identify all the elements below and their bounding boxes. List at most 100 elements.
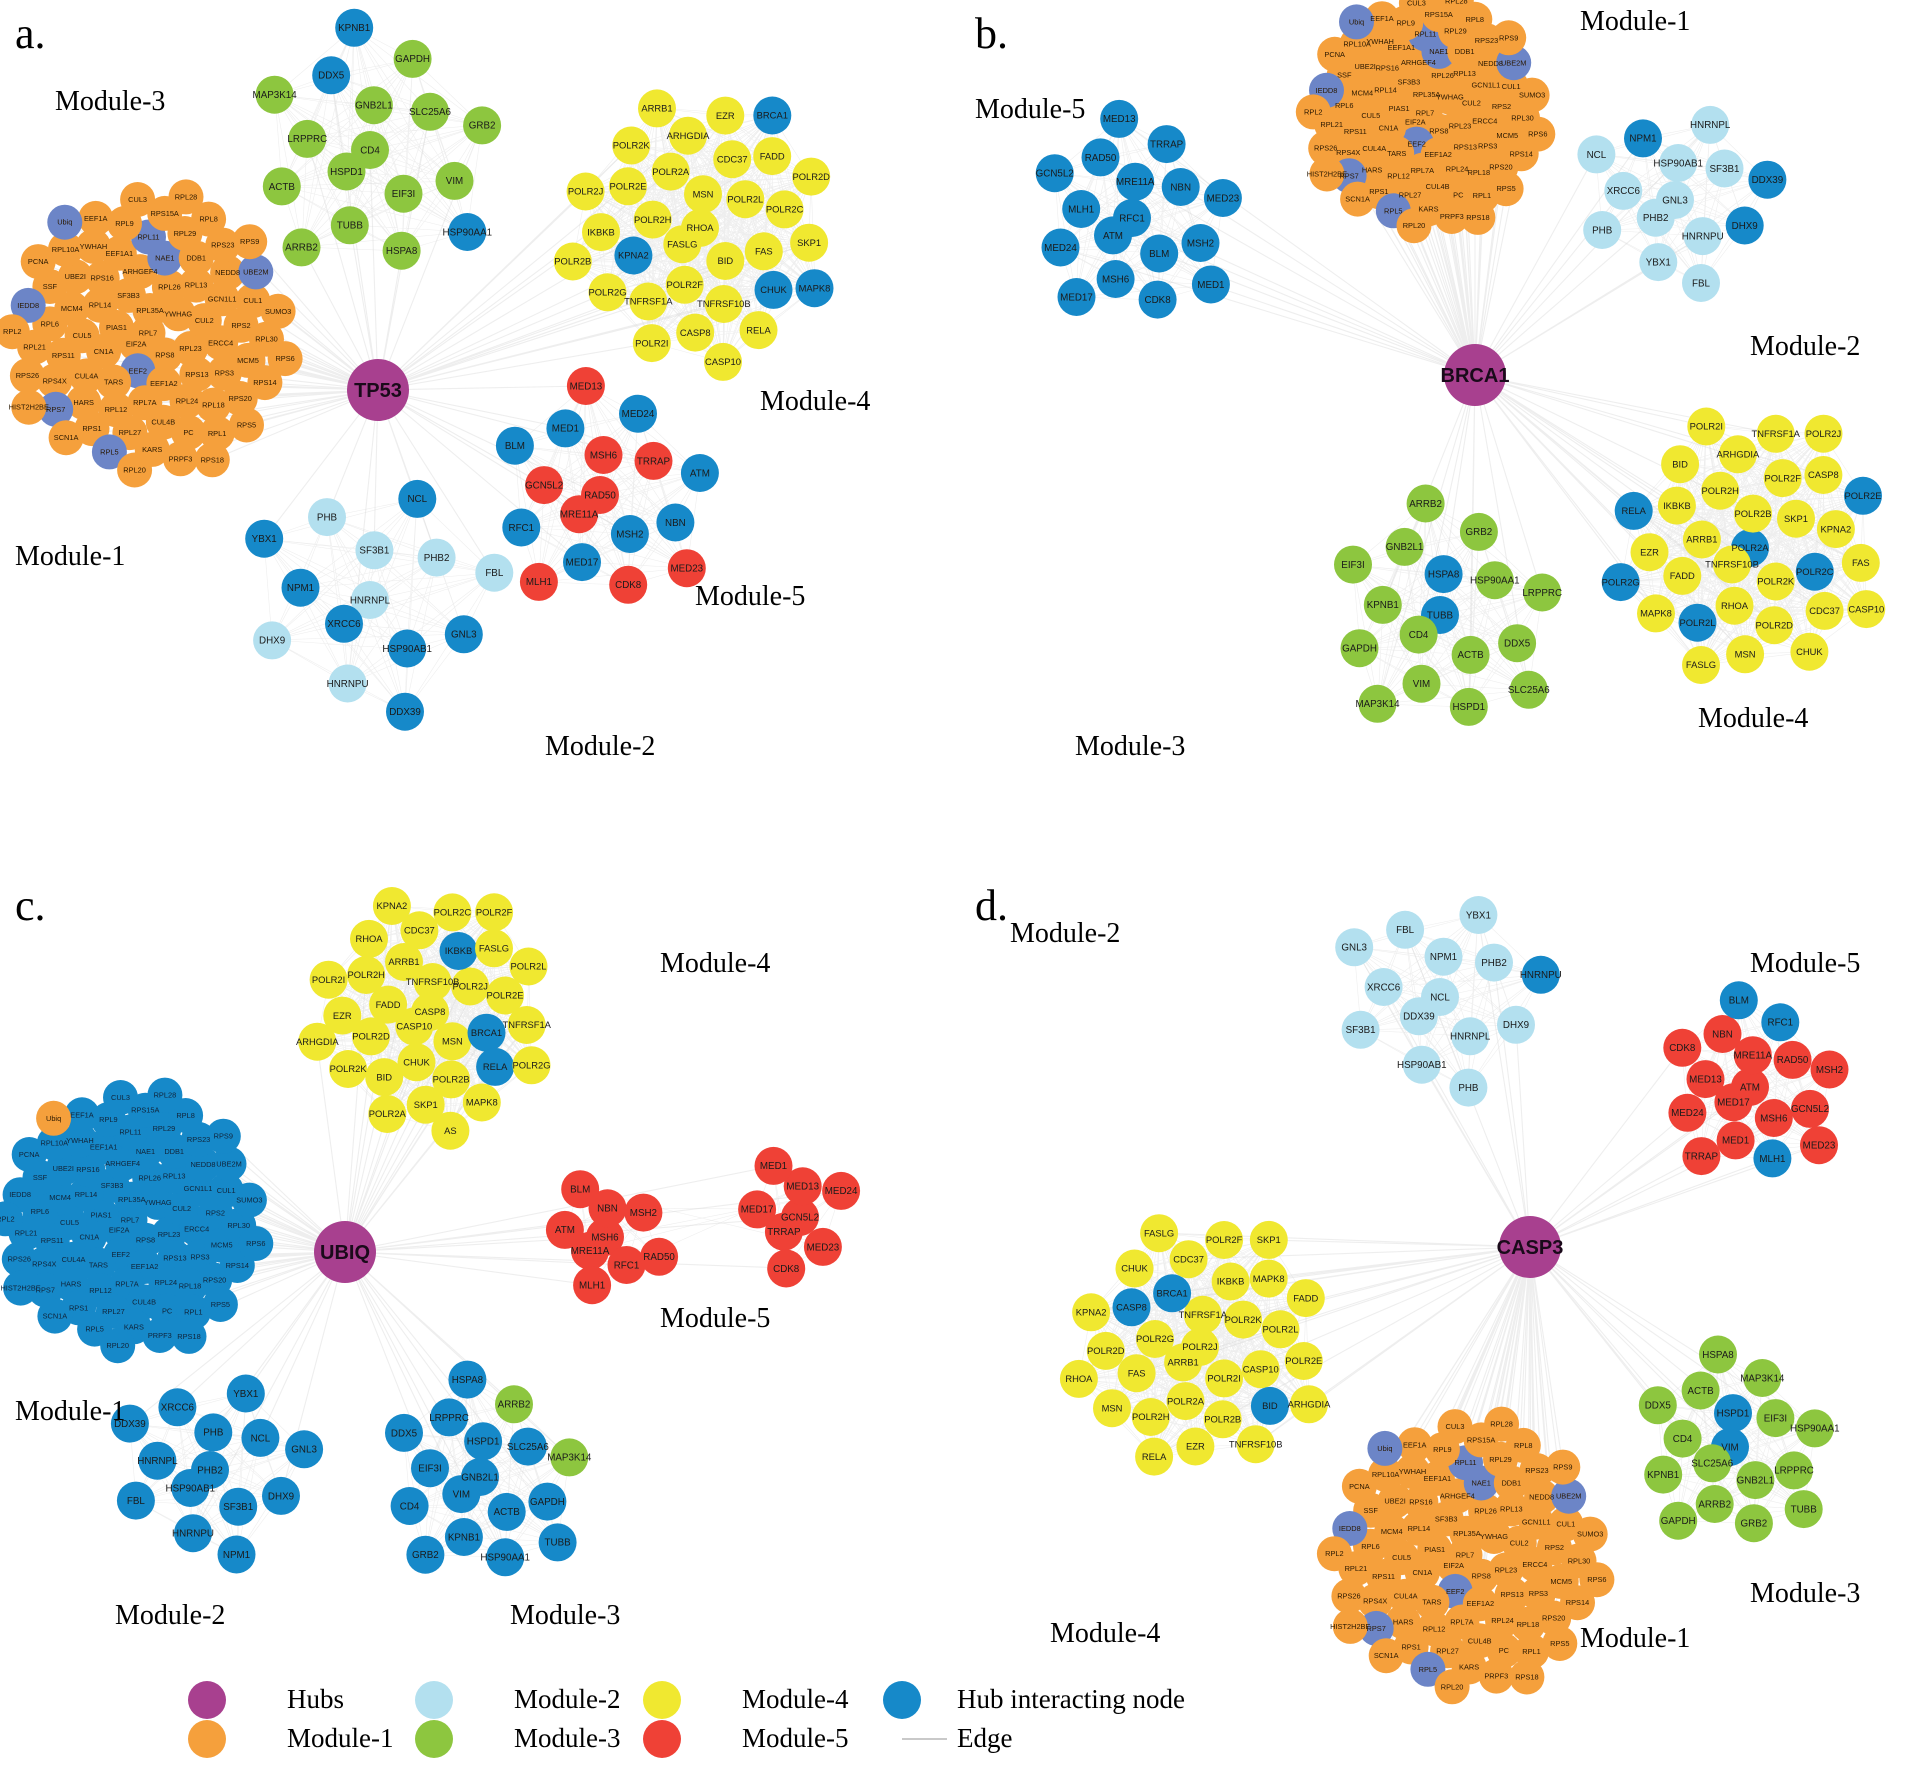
- svg-text:SF3B3: SF3B3: [101, 1181, 124, 1190]
- svg-text:TUBB: TUBB: [337, 221, 364, 232]
- svg-text:Module-3: Module-3: [1075, 731, 1185, 762]
- svg-text:Module-5: Module-5: [695, 581, 805, 612]
- svg-text:ARHGEF4: ARHGEF4: [1440, 1491, 1475, 1500]
- svg-text:RPL18: RPL18: [1517, 1620, 1540, 1629]
- svg-text:Module-2: Module-2: [514, 1684, 620, 1714]
- svg-text:KARS: KARS: [124, 1322, 144, 1331]
- svg-text:TNFRSF1A: TNFRSF1A: [502, 1019, 551, 1030]
- svg-text:KPNB1: KPNB1: [1647, 1470, 1679, 1481]
- svg-text:POLR2E: POLR2E: [1285, 1355, 1322, 1366]
- svg-text:ARHGDIA: ARHGDIA: [1288, 1399, 1331, 1410]
- svg-text:Module-5: Module-5: [1750, 948, 1860, 979]
- svg-text:POLR2A: POLR2A: [1167, 1395, 1205, 1406]
- svg-text:RPL24: RPL24: [1491, 1616, 1514, 1625]
- svg-text:SLC25A6: SLC25A6: [1691, 1459, 1733, 1470]
- svg-text:RPL29: RPL29: [1489, 1455, 1512, 1464]
- svg-text:VIM: VIM: [446, 176, 463, 187]
- svg-text:RPL10A: RPL10A: [1343, 40, 1371, 49]
- svg-text:EEF1A2: EEF1A2: [131, 1262, 159, 1271]
- svg-text:CUL4A: CUL4A: [62, 1255, 86, 1264]
- svg-text:PRPF3: PRPF3: [1440, 212, 1464, 221]
- svg-text:RPL2: RPL2: [0, 1214, 15, 1223]
- svg-text:ARRB2: ARRB2: [498, 1400, 531, 1411]
- svg-text:CD4: CD4: [1673, 1434, 1693, 1445]
- svg-text:POLR2F: POLR2F: [666, 279, 703, 290]
- svg-text:PCNA: PCNA: [1349, 1482, 1370, 1491]
- svg-text:IEDD8: IEDD8: [17, 301, 39, 310]
- svg-text:SKP1: SKP1: [414, 1099, 438, 1110]
- svg-text:IKBKB: IKBKB: [1217, 1276, 1245, 1287]
- svg-text:NBN: NBN: [597, 1204, 618, 1215]
- svg-text:RELA: RELA: [1142, 1451, 1167, 1462]
- svg-text:Ubiq: Ubiq: [1377, 1444, 1392, 1453]
- svg-text:RPS2: RPS2: [1545, 1543, 1564, 1552]
- svg-text:POLR2J: POLR2J: [1182, 1341, 1217, 1352]
- svg-text:RPL2: RPL2: [1304, 107, 1323, 116]
- svg-text:MED24: MED24: [825, 1186, 858, 1197]
- svg-text:RPL6: RPL6: [41, 319, 60, 328]
- svg-text:GCN1L1: GCN1L1: [208, 294, 237, 303]
- svg-text:EIF2A: EIF2A: [1443, 1561, 1464, 1570]
- svg-text:RPS20: RPS20: [228, 394, 251, 403]
- svg-text:CASP10: CASP10: [1243, 1363, 1279, 1374]
- svg-text:TNFRSF10B: TNFRSF10B: [1229, 1438, 1283, 1449]
- svg-text:RPS26: RPS26: [16, 371, 39, 380]
- svg-text:ACTB: ACTB: [1458, 650, 1485, 661]
- svg-text:KPNA2: KPNA2: [1821, 523, 1852, 534]
- svg-text:YBX1: YBX1: [233, 1389, 258, 1400]
- svg-text:RPL18: RPL18: [1467, 168, 1490, 177]
- svg-text:PHB2: PHB2: [424, 553, 450, 564]
- svg-text:CASP8: CASP8: [680, 327, 711, 338]
- svg-text:RFC1: RFC1: [509, 523, 535, 534]
- svg-text:BID: BID: [717, 255, 733, 266]
- svg-text:NEDD8: NEDD8: [215, 268, 240, 277]
- svg-text:CUL4B: CUL4B: [132, 1297, 156, 1306]
- svg-text:XRCC6: XRCC6: [1367, 982, 1401, 993]
- svg-text:RPS16: RPS16: [90, 274, 113, 283]
- svg-text:EEF2: EEF2: [1407, 140, 1425, 149]
- svg-text:TRRAP: TRRAP: [1685, 1151, 1719, 1162]
- svg-text:EZR: EZR: [716, 110, 735, 121]
- svg-text:RPL6: RPL6: [31, 1207, 50, 1216]
- svg-text:EEF2: EEF2: [1446, 1587, 1464, 1596]
- svg-text:CN1A: CN1A: [1412, 1568, 1432, 1577]
- svg-text:POLR2B: POLR2B: [554, 256, 591, 267]
- svg-text:POLR2D: POLR2D: [352, 1031, 390, 1042]
- svg-text:TNFRSF1A: TNFRSF1A: [624, 296, 673, 307]
- svg-text:CUL5: CUL5: [73, 331, 92, 340]
- svg-text:HNRNPL: HNRNPL: [350, 595, 391, 606]
- svg-text:ATM: ATM: [1740, 1082, 1760, 1093]
- svg-text:CUL4A: CUL4A: [1394, 1592, 1418, 1601]
- svg-text:RPS15A: RPS15A: [151, 209, 179, 218]
- svg-text:RPS16: RPS16: [1376, 63, 1399, 72]
- svg-text:YWHAH: YWHAH: [66, 1136, 94, 1145]
- svg-text:HARS: HARS: [1362, 166, 1383, 175]
- svg-text:RPL30: RPL30: [227, 1221, 250, 1230]
- svg-text:POLR2G: POLR2G: [1602, 576, 1640, 587]
- svg-text:CASP3: CASP3: [1497, 1237, 1564, 1259]
- svg-text:CDK8: CDK8: [1669, 1043, 1696, 1054]
- svg-text:POLR2A: POLR2A: [1732, 542, 1770, 553]
- svg-text:RFC1: RFC1: [1768, 1018, 1794, 1029]
- svg-text:HSPA8: HSPA8: [386, 246, 418, 257]
- svg-text:SKP1: SKP1: [797, 237, 821, 248]
- svg-text:VIM: VIM: [453, 1490, 470, 1501]
- svg-text:NPM1: NPM1: [1629, 134, 1656, 145]
- svg-text:Module-2: Module-2: [1010, 918, 1120, 949]
- svg-text:HSPA8: HSPA8: [452, 1375, 484, 1386]
- svg-text:RPL12: RPL12: [105, 405, 128, 414]
- svg-text:RPL7: RPL7: [1456, 1551, 1475, 1560]
- svg-text:RPL2: RPL2: [1325, 1549, 1344, 1558]
- svg-text:EEF1A: EEF1A: [1403, 1440, 1426, 1449]
- svg-text:CUL4A: CUL4A: [74, 371, 98, 380]
- svg-text:DDX39: DDX39: [1403, 1012, 1435, 1023]
- svg-text:RPS5: RPS5: [237, 421, 256, 430]
- svg-text:RPL14: RPL14: [1408, 1524, 1431, 1533]
- svg-text:EEF1A2: EEF1A2: [150, 379, 178, 388]
- svg-text:POLR2F: POLR2F: [1764, 472, 1801, 483]
- svg-text:PHB2: PHB2: [1643, 213, 1669, 224]
- svg-text:HARS: HARS: [61, 1279, 82, 1288]
- svg-text:HSP90AB1: HSP90AB1: [166, 1483, 216, 1494]
- svg-text:RPS23: RPS23: [1525, 1466, 1548, 1475]
- svg-text:MAPK8: MAPK8: [799, 282, 831, 293]
